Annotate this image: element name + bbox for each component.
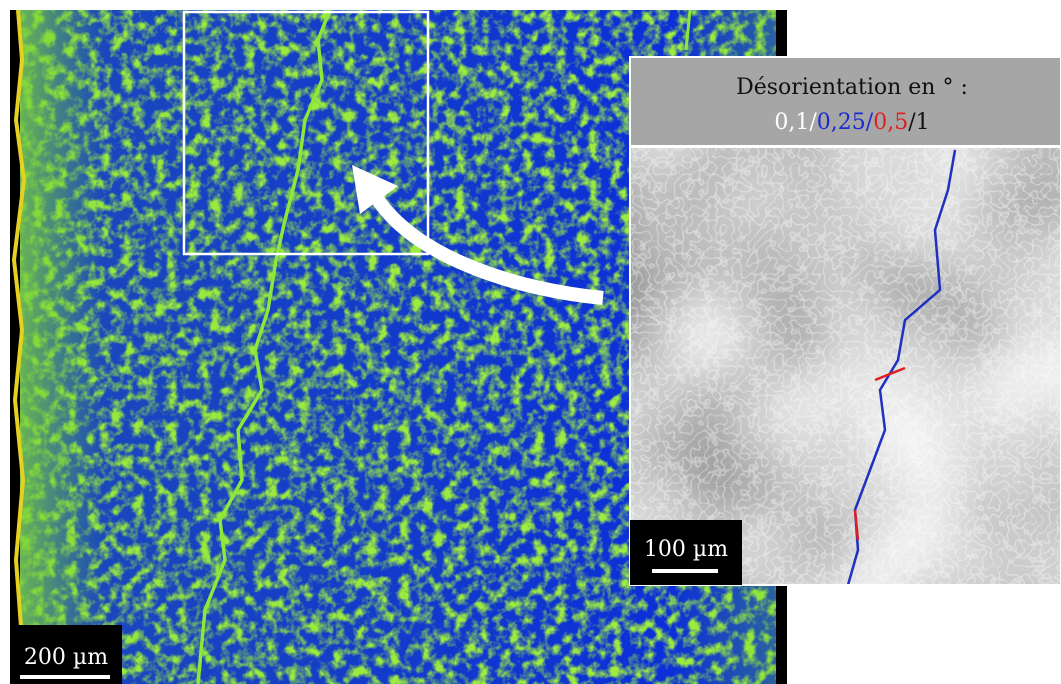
- threshold-label: 0,1: [774, 110, 809, 135]
- separator: /: [908, 110, 916, 135]
- inset-grains: [631, 148, 1061, 585]
- threshold-label: 1: [916, 110, 930, 135]
- scale-bar-label: 100 µm: [644, 537, 728, 562]
- grain-boundary: [684, 10, 692, 51]
- grain-boundary: [196, 10, 332, 684]
- inset-map: [631, 148, 1061, 585]
- map-left-edge: [10, 10, 20, 684]
- separator: /: [866, 110, 874, 135]
- inset-boundary-red: [874, 366, 906, 382]
- separator: /: [809, 110, 817, 135]
- legend-title: Désorientation en ° :: [736, 75, 968, 100]
- scale-bar-box: [630, 520, 742, 585]
- legend-box: [629, 56, 1061, 147]
- inset-boundary-red: [853, 509, 860, 541]
- map-edge-line: [11, 10, 27, 684]
- threshold-label: 0,5: [873, 110, 908, 135]
- zoom-frame: [182, 10, 430, 256]
- scale-bar: [652, 569, 718, 573]
- inset-frame: [629, 146, 1061, 586]
- threshold-label: 0,25: [817, 110, 866, 135]
- scale-bar-label: 200 µm: [24, 645, 108, 670]
- legend-thresholds: 0,1/0,25/0,5/1: [774, 110, 929, 135]
- scale-bar-box: [10, 625, 122, 684]
- zoom-arrow-head: [352, 165, 398, 214]
- zoom-arrow: [372, 195, 604, 305]
- scale-bar: [20, 675, 110, 679]
